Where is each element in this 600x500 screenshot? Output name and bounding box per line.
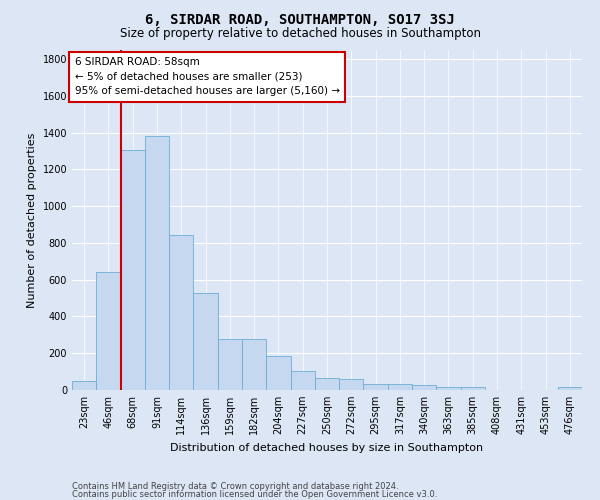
Text: Size of property relative to detached houses in Southampton: Size of property relative to detached ho… [119,28,481,40]
Bar [436,387,461,390]
Bar [339,379,364,390]
Bar [121,150,145,390]
Bar [169,234,193,390]
Bar [193,292,218,390]
Bar [412,386,436,390]
Text: Contains public sector information licensed under the Open Government Licence v3: Contains public sector information licen… [72,490,437,499]
Bar [145,136,169,390]
Text: Contains HM Land Registry data © Crown copyright and database right 2024.: Contains HM Land Registry data © Crown c… [72,482,398,491]
X-axis label: Distribution of detached houses by size in Southampton: Distribution of detached houses by size … [170,442,484,452]
Text: 6, SIRDAR ROAD, SOUTHAMPTON, SO17 3SJ: 6, SIRDAR ROAD, SOUTHAMPTON, SO17 3SJ [145,12,455,26]
Bar [242,340,266,390]
Bar [388,384,412,390]
Bar [461,387,485,390]
Bar [72,381,96,390]
Y-axis label: Number of detached properties: Number of detached properties [27,132,37,308]
Bar [218,340,242,390]
Bar [266,356,290,390]
Text: 6 SIRDAR ROAD: 58sqm
← 5% of detached houses are smaller (253)
95% of semi-detac: 6 SIRDAR ROAD: 58sqm ← 5% of detached ho… [74,57,340,96]
Bar [290,370,315,390]
Bar [364,384,388,390]
Bar [96,272,121,390]
Bar [315,378,339,390]
Bar [558,387,582,390]
